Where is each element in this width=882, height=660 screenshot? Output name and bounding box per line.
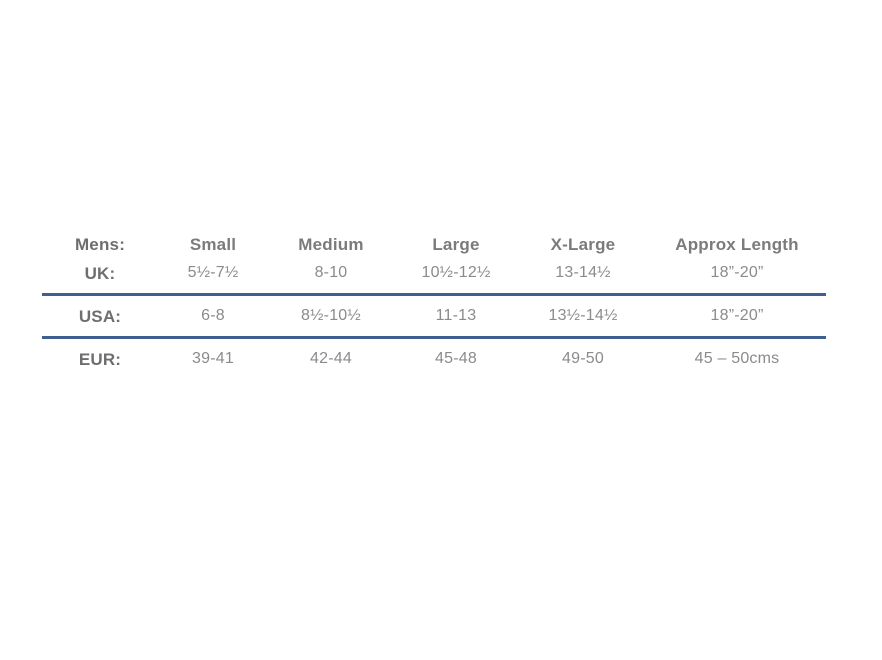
cell-uk-small: 5½-7½	[158, 253, 268, 296]
table-row: EUR: 39-41 42-44 45-48 49-50 4	[42, 338, 826, 380]
size-chart: Mens: Small Medium Large X-Large	[42, 236, 826, 416]
cell-usa-large: 11-13	[394, 294, 518, 339]
table-row: USA: 6-8 8½-10½ 11-13 13½-14½	[42, 294, 826, 339]
header-cell-approx-length: Approx Length	[648, 236, 826, 253]
cell-uk-xlarge: 13-14½	[518, 253, 648, 296]
header-label-small: Small	[189, 235, 237, 254]
cell-eur-large: 45-48	[435, 350, 477, 367]
row-label-usa: USA:	[42, 294, 158, 339]
table-header-row: Mens: Small Medium Large X-Large	[42, 236, 826, 253]
header-label-medium: Medium	[298, 235, 364, 254]
header-label-xlarge: X-Large	[550, 235, 616, 254]
cell-eur-medium: 42-44	[310, 350, 352, 367]
header-label-large: Large	[432, 235, 480, 254]
header-cell-mens: Mens:	[42, 236, 158, 253]
cell-usa-medium: 8½-10½	[268, 294, 394, 339]
cell-uk-approx-length: 18”-20”	[648, 253, 826, 296]
cell-usa-xlarge: 13½-14½	[518, 294, 648, 339]
header-label-mens: Mens:	[74, 235, 126, 254]
row-label-eur: EUR:	[78, 349, 122, 369]
header-label-approx-length: Approx Length	[675, 235, 799, 254]
cell-uk-medium: 8-10	[268, 253, 394, 296]
cell-eur-xlarge: 49-50	[562, 350, 604, 367]
table-row: UK: 5½-7½ 8-10 10½-12½ 13-14½	[42, 253, 826, 296]
size-table: Mens: Small Medium Large X-Large	[42, 236, 826, 379]
cell-usa-approx-length: 18”-20”	[648, 294, 826, 339]
header-cell-large: Large	[394, 236, 518, 253]
cell-usa-small: 6-8	[158, 294, 268, 339]
cell-eur-approx-length: 45 – 50cms	[694, 350, 780, 367]
header-cell-xlarge: X-Large	[518, 236, 648, 253]
cell-eur-small: 39-41	[192, 350, 234, 367]
header-cell-small: Small	[158, 236, 268, 253]
header-cell-medium: Medium	[268, 236, 394, 253]
cell-uk-large: 10½-12½	[394, 253, 518, 296]
row-label-uk: UK:	[42, 253, 158, 296]
